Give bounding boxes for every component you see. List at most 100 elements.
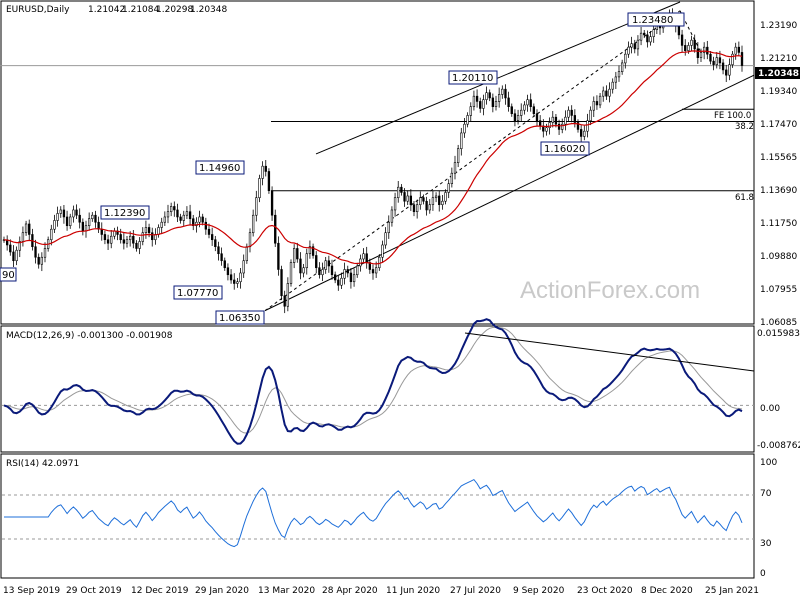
candle	[179, 213, 182, 224]
candle	[311, 243, 315, 259]
candle	[409, 189, 413, 211]
candle	[614, 71, 618, 90]
candle	[557, 119, 561, 136]
rsi-lines	[2, 478, 754, 548]
candle	[69, 213, 72, 229]
candle	[286, 277, 290, 312]
candle	[627, 41, 630, 58]
candle	[201, 213, 204, 226]
candle	[611, 78, 614, 94]
candle	[526, 94, 529, 112]
annotation-1-12390: 1.12390	[100, 205, 150, 220]
svg-text:1.20110: 1.20110	[452, 73, 493, 84]
date-tick: 13 Sep 2019	[3, 586, 60, 596]
candle	[176, 203, 179, 222]
candle	[475, 89, 479, 108]
candle	[482, 94, 485, 116]
price-tick: 1.19340	[760, 87, 797, 97]
candle	[570, 105, 573, 123]
candle	[220, 247, 223, 266]
candle	[693, 34, 696, 53]
annotation-1-16020: 1.16020	[540, 141, 590, 156]
candle	[37, 253, 40, 269]
annotation-1-06350: 1.06350	[215, 310, 265, 325]
candle	[485, 86, 488, 105]
candle	[15, 246, 18, 266]
candle	[151, 227, 154, 247]
candle	[330, 259, 334, 280]
candle	[690, 35, 693, 52]
candle	[403, 188, 406, 207]
candle	[488, 89, 491, 102]
candle	[321, 262, 324, 281]
svg-text:1.20348: 1.20348	[758, 69, 799, 79]
candle	[709, 51, 712, 65]
candle	[636, 35, 640, 56]
candle	[412, 200, 416, 217]
date-tick: 23 Oct 2020	[577, 586, 633, 596]
candle	[53, 214, 56, 233]
candle	[564, 110, 567, 131]
candle	[65, 210, 69, 231]
candle	[50, 224, 53, 246]
candle	[264, 159, 267, 177]
candle	[545, 123, 548, 136]
candle	[466, 112, 469, 128]
candle	[441, 194, 444, 210]
candle	[192, 214, 195, 231]
candle	[302, 263, 305, 278]
candle	[34, 239, 37, 264]
candle	[188, 204, 192, 225]
candle	[624, 49, 627, 69]
candle	[305, 248, 308, 275]
candle	[602, 86, 605, 102]
candle	[425, 196, 428, 216]
candle	[315, 251, 318, 274]
candle	[12, 245, 15, 267]
macd-header: MACD(12,26,9) -0.001300 -0.001908	[6, 331, 173, 341]
candle	[419, 191, 422, 210]
candle	[472, 90, 476, 111]
channel-upper	[315, 1, 681, 155]
moving-average-line	[3, 50, 743, 265]
candle	[633, 39, 636, 54]
candle	[72, 205, 75, 223]
candle	[9, 239, 12, 256]
candle	[520, 103, 523, 122]
candle	[513, 109, 517, 127]
candle	[608, 82, 611, 103]
candle	[583, 125, 586, 141]
candle	[447, 179, 450, 199]
price-tick: 1.17470	[760, 120, 797, 130]
candle	[337, 275, 340, 291]
price-moving-average	[3, 50, 743, 265]
macd-signal-line	[3, 326, 743, 434]
macd-trendline	[464, 332, 755, 372]
current-price-tag: 1.20348	[755, 67, 800, 79]
candle	[453, 155, 457, 180]
date-tick: 27 Jul 2020	[450, 586, 501, 596]
candle	[643, 30, 646, 39]
rsi-line	[4, 478, 743, 548]
candle	[210, 227, 214, 246]
rsi-tick: 70	[760, 489, 772, 499]
candle	[422, 194, 425, 205]
rsi-tick: 100	[760, 458, 777, 468]
candle	[617, 65, 621, 82]
candle	[144, 220, 148, 239]
candle	[576, 119, 580, 133]
candle	[639, 26, 643, 46]
macd-axis: 0.015983 0.00 -0.008762	[757, 329, 800, 451]
candle	[242, 254, 245, 278]
channel-lower	[264, 74, 755, 312]
candle	[258, 174, 261, 203]
macd-main-line	[3, 318, 743, 445]
price-header-high: 1.21084	[122, 5, 159, 15]
fib-38-2: 38.2	[735, 122, 754, 132]
candle	[166, 204, 170, 224]
candle	[450, 167, 454, 188]
candle	[737, 41, 741, 57]
svg-text:1.14960: 1.14960	[199, 163, 240, 174]
candle	[283, 290, 286, 314]
candle	[680, 29, 684, 53]
